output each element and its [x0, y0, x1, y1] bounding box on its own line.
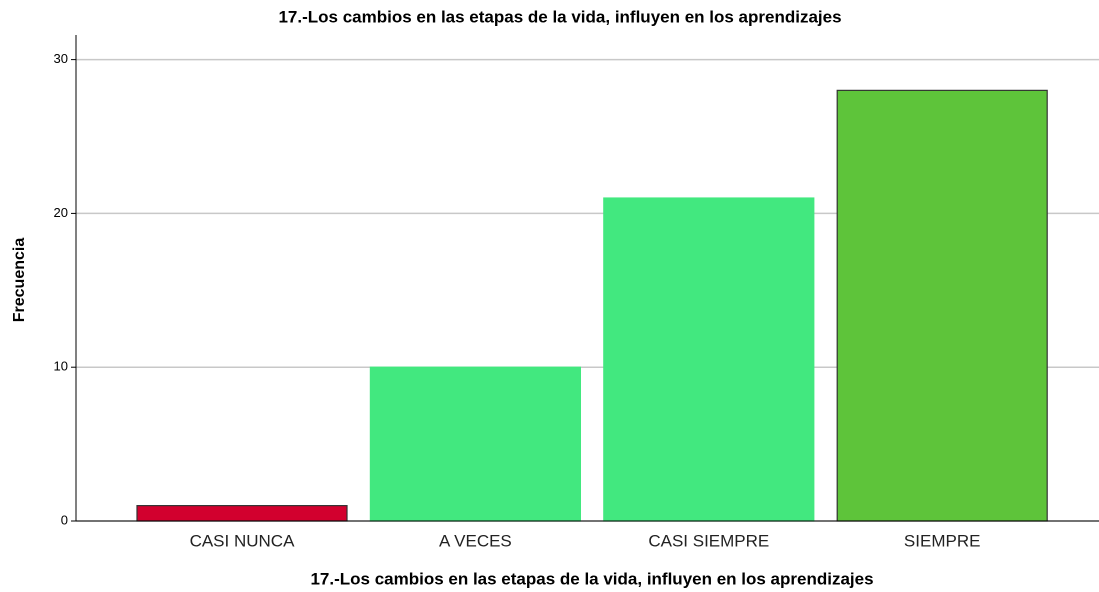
y-tick-label: 0 [61, 512, 68, 527]
x-tick-label: CASI SIEMPRE [648, 531, 769, 550]
bar [603, 197, 815, 522]
bar [136, 505, 348, 522]
y-tick-label: 10 [54, 359, 68, 374]
bar [836, 89, 1048, 522]
y-tick-label: 20 [54, 205, 68, 220]
x-axis-label: 17.-Los cambios en las etapas de la vida… [310, 569, 873, 588]
bar [369, 366, 581, 522]
y-axis-label: Frecuencia [11, 238, 28, 323]
y-tick-label: 30 [54, 51, 68, 66]
x-tick-label: CASI NUNCA [190, 531, 296, 550]
x-tick-label: SIEMPRE [904, 531, 981, 550]
x-tick-label: A VECES [439, 531, 512, 550]
chart-title: 17.-Los cambios en las etapas de la vida… [278, 7, 841, 26]
